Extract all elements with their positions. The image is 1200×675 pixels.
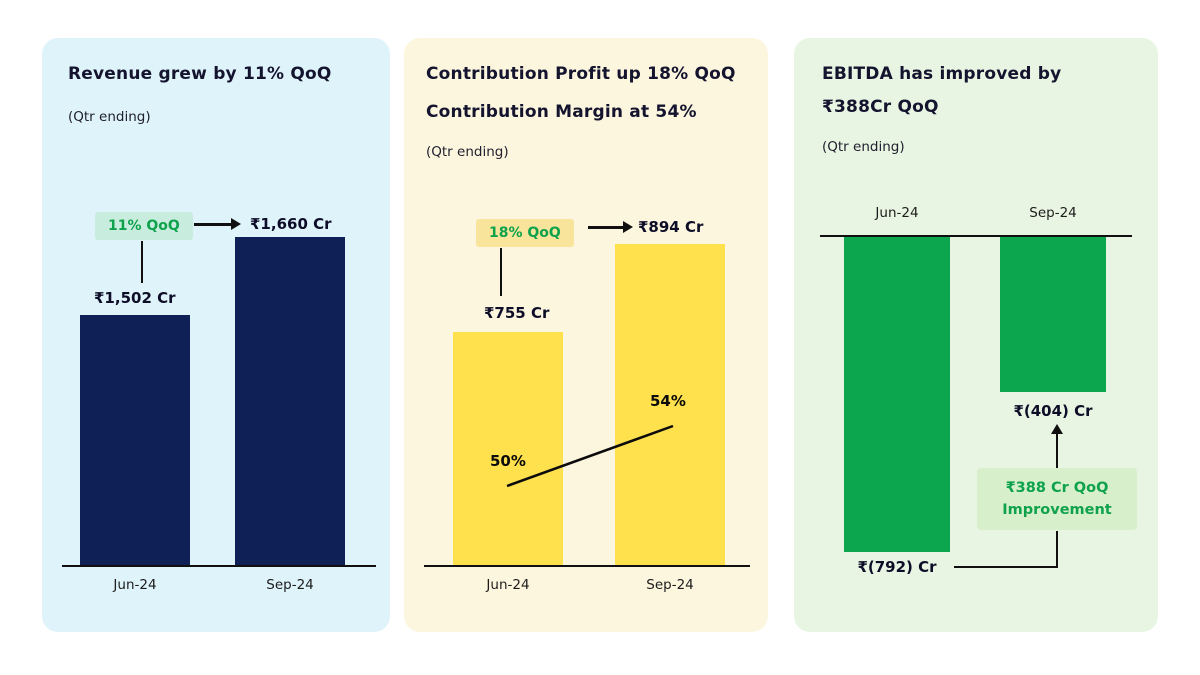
x-axis-line [62, 565, 376, 567]
improvement-badge-line1: ₹388 Cr QoQ [1005, 479, 1109, 496]
revenue-axis-sep24: Sep-24 [266, 577, 314, 593]
contribution-qoq-badge: 18% QoQ [476, 219, 574, 247]
contribution-bar-sep24 [615, 244, 725, 565]
zero-axis-line [820, 235, 1132, 237]
up-arrow-shaft [1056, 433, 1058, 468]
right-arrow-icon [231, 218, 241, 230]
contribution-subtitle: (Qtr ending) [426, 144, 509, 160]
margin-trend-line [506, 424, 674, 488]
margin-label-jun24: 50% [490, 452, 526, 470]
revenue-qoq-badge: 11% QoQ [95, 212, 193, 240]
ebitda-title-line2: ₹388Cr QoQ [822, 97, 939, 117]
contribution-title-line1: Contribution Profit up 18% QoQ [426, 64, 736, 84]
contribution-axis-jun24: Jun-24 [486, 577, 530, 593]
contribution-card: Contribution Profit up 18% QoQ Contribut… [404, 38, 768, 632]
revenue-title: Revenue grew by 11% QoQ [68, 64, 332, 84]
revenue-sep24-value: ₹1,660 Cr [250, 215, 332, 233]
ebitda-jun24-value: ₹(792) Cr [857, 558, 937, 576]
up-arrow-icon [1051, 424, 1063, 434]
ebitda-sep24-value: ₹(404) Cr [1013, 402, 1093, 420]
revenue-bar-jun24 [80, 315, 190, 565]
ebitda-axis-jun24: Jun-24 [875, 205, 919, 221]
margin-label-sep24: 54% [650, 392, 686, 410]
right-arrow-shaft [194, 223, 232, 226]
right-arrow-icon [623, 221, 633, 233]
contribution-axis-sep24: Sep-24 [646, 577, 694, 593]
contribution-jun24-value: ₹755 Cr [484, 304, 550, 322]
contribution-bar-jun24 [453, 332, 563, 565]
right-arrow-shaft [588, 226, 624, 229]
contribution-title-line2: Contribution Margin at 54% [426, 102, 697, 122]
connector-vertical-line [1056, 531, 1058, 568]
ebitda-card: EBITDA has improved by ₹388Cr QoQ (Qtr e… [794, 38, 1158, 632]
improvement-badge: ₹388 Cr QoQ Improvement [977, 468, 1137, 530]
x-axis-line [424, 565, 750, 567]
revenue-subtitle: (Qtr ending) [68, 109, 151, 125]
ebitda-title-line1: EBITDA has improved by [822, 64, 1062, 84]
revenue-jun24-value: ₹1,502 Cr [94, 289, 176, 307]
badge-connector-line [500, 248, 502, 296]
ebitda-axis-sep24: Sep-24 [1029, 205, 1077, 221]
revenue-bar-sep24 [235, 237, 345, 565]
improvement-badge-line2: Improvement [1002, 502, 1112, 518]
ebitda-bar-sep24 [1000, 237, 1106, 392]
connector-horizontal-line [954, 566, 1058, 568]
revenue-card: Revenue grew by 11% QoQ (Qtr ending) 11%… [42, 38, 390, 632]
ebitda-bar-jun24 [844, 237, 950, 552]
ebitda-subtitle: (Qtr ending) [822, 139, 905, 155]
revenue-axis-jun24: Jun-24 [113, 577, 157, 593]
contribution-sep24-value: ₹894 Cr [638, 218, 704, 236]
badge-connector-line [141, 241, 143, 283]
